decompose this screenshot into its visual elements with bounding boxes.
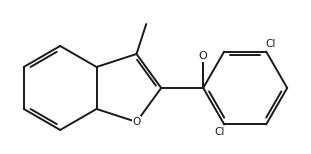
Text: O: O <box>199 51 207 61</box>
Text: Cl: Cl <box>266 39 276 49</box>
Text: Cl: Cl <box>214 127 225 137</box>
Text: O: O <box>132 117 141 127</box>
